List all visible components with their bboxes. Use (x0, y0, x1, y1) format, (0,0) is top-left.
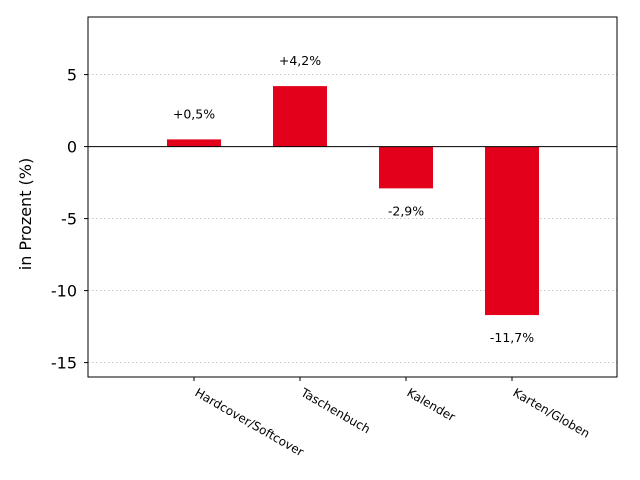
y-tick-label: 5 (67, 66, 77, 85)
data-label: -11,7% (490, 330, 534, 345)
y-tick-label: 0 (67, 138, 77, 157)
y-tick-label: -15 (51, 354, 77, 373)
x-tick-label: Karten/Globen (511, 385, 593, 440)
bar (273, 86, 327, 147)
y-axis-ticks: 5 0 -5 -10 -15 (51, 66, 88, 373)
data-label: -2,9% (388, 203, 424, 218)
data-label: +0,5% (173, 106, 215, 121)
data-label: +4,2% (279, 53, 321, 68)
y-tick-label: -10 (51, 282, 77, 301)
x-tick-label: Hardcover/Softcover (193, 385, 307, 459)
bars (167, 86, 539, 316)
bar (167, 139, 221, 147)
plot-frame (87, 16, 618, 378)
y-axis-label: in Prozent (%) (16, 158, 35, 270)
bar (485, 146, 539, 316)
bar (379, 146, 433, 189)
x-tick-label: Taschenbuch (298, 385, 373, 436)
y-tick-label: -5 (61, 210, 77, 229)
x-tick-label: Kalender (405, 385, 458, 424)
data-labels: +0,5% +4,2% -2,9% -11,7% (173, 53, 534, 345)
